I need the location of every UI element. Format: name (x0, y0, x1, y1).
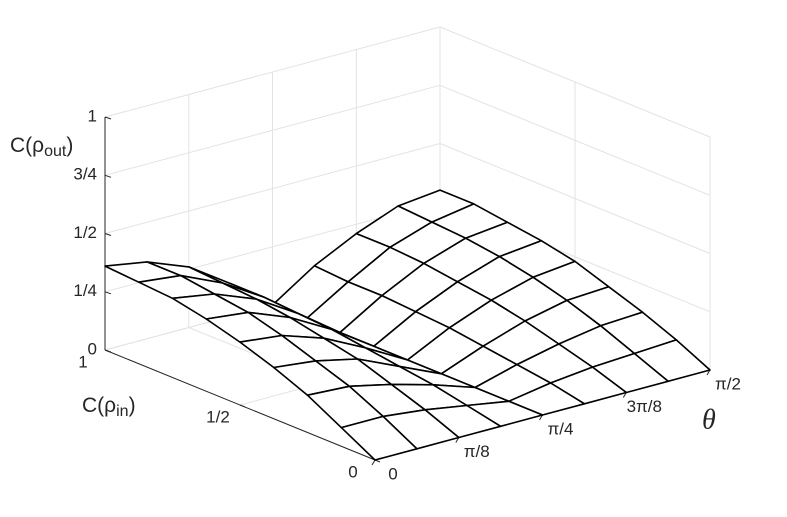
tick-mark (104, 233, 112, 236)
x-tick-label: 0 (388, 464, 397, 483)
x-tick-label: π/8 (464, 442, 490, 461)
y-axis-label: C(ρin) (82, 394, 136, 421)
tick-mark (371, 459, 376, 466)
y-tick-label: 1 (78, 352, 87, 371)
z-tick-label: 0 (88, 339, 97, 358)
y-tick-label: 1/2 (206, 407, 230, 426)
z-label-close: ) (66, 134, 73, 157)
x-tick-label: π/4 (548, 419, 574, 438)
y-label-close: ) (129, 394, 136, 417)
tick-mark (104, 174, 112, 178)
z-label-main: C(ρ (10, 134, 44, 157)
z-tick-label: 1 (88, 106, 97, 125)
y-label-main: C(ρ (82, 394, 116, 417)
x-tick-label: 3π/8 (627, 397, 662, 416)
tick-mark (104, 291, 112, 295)
tick-mark (104, 116, 112, 120)
grid-line (104, 84, 711, 196)
x-tick-label: π/2 (715, 374, 741, 393)
z-axis-label: C(ρout) (10, 134, 73, 161)
z-tick-label: 1/4 (73, 281, 97, 300)
z-label-sub: out (44, 143, 67, 160)
x-axis-label: θ (702, 404, 716, 435)
y-tick-label: 0 (348, 462, 357, 481)
z-tick-label: 1/2 (73, 223, 97, 242)
surface-cell (340, 415, 418, 461)
y-label-sub: in (116, 403, 128, 420)
grid-line (104, 26, 711, 138)
z-tick-label: 3/4 (73, 165, 97, 184)
